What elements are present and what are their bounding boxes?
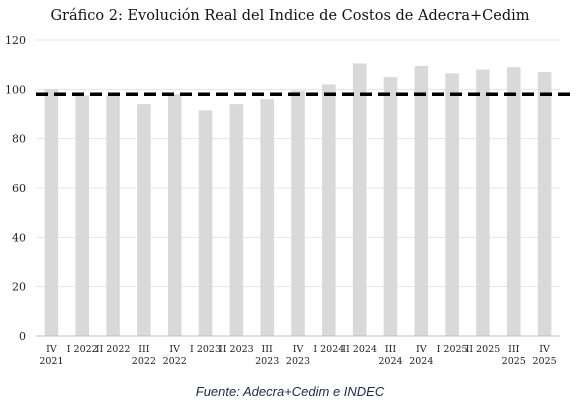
bar-11 (383, 77, 398, 336)
bar-4 (167, 94, 182, 337)
bar-15 (506, 67, 521, 336)
x-tick-label-0: IV 2021 (39, 344, 63, 367)
x-tick-label-16: IV 2025 (532, 344, 556, 367)
x-tick-label-7: III 2023 (255, 344, 279, 367)
bar-9 (322, 84, 336, 337)
bar-14 (476, 69, 490, 336)
x-tick-label-14: II 2025 (466, 344, 501, 355)
x-tick-label-1: I 2022 (67, 344, 98, 355)
x-tick-label-4: IV 2022 (163, 344, 187, 367)
bar-7 (260, 99, 274, 336)
y-tick-label-60: 60 (12, 182, 26, 195)
bar-0 (44, 89, 59, 336)
x-tick-label-2: II 2022 (96, 344, 131, 355)
x-tick-label-5: I 2023 (190, 344, 221, 355)
x-tick-label-8: IV 2023 (286, 344, 310, 367)
bar-8 (291, 90, 305, 336)
bar-10 (352, 63, 367, 336)
bar-6 (229, 104, 244, 336)
bar-1 (75, 95, 90, 336)
y-tick-label-40: 40 (12, 231, 26, 244)
x-tick-label-15: III 2025 (502, 344, 526, 367)
bar-16 (537, 72, 552, 337)
bar-13 (445, 73, 459, 337)
x-tick-label-12: IV 2024 (409, 344, 433, 367)
y-tick-label-120: 120 (5, 34, 26, 47)
bar-12 (414, 65, 429, 337)
y-tick-labels: 0 20 40 60 80 100 120 (5, 34, 26, 343)
x-tick-label-3: III 2022 (132, 344, 156, 367)
x-tick-label-9: I 2024 (313, 344, 344, 355)
y-tick-label-0: 0 (19, 330, 26, 343)
x-tick-label-13: I 2025 (437, 344, 468, 355)
x-tick-label-10: II 2024 (342, 344, 377, 355)
y-tick-label-80: 80 (12, 133, 26, 146)
y-tick-label-100: 100 (5, 83, 26, 96)
chart-title: Gráfico 2: Evolución Real del Indice de … (50, 8, 530, 24)
bar-3 (137, 104, 151, 336)
bars (44, 63, 552, 337)
bar-2 (106, 95, 120, 336)
y-tick-label-20: 20 (12, 281, 26, 294)
bar-5 (198, 110, 213, 336)
source-note: Fuente: Adecra+Cedim e INDEC (195, 384, 385, 399)
x-tick-label-6: II 2023 (219, 344, 254, 355)
x-tick-label-11: III 2024 (378, 344, 402, 367)
